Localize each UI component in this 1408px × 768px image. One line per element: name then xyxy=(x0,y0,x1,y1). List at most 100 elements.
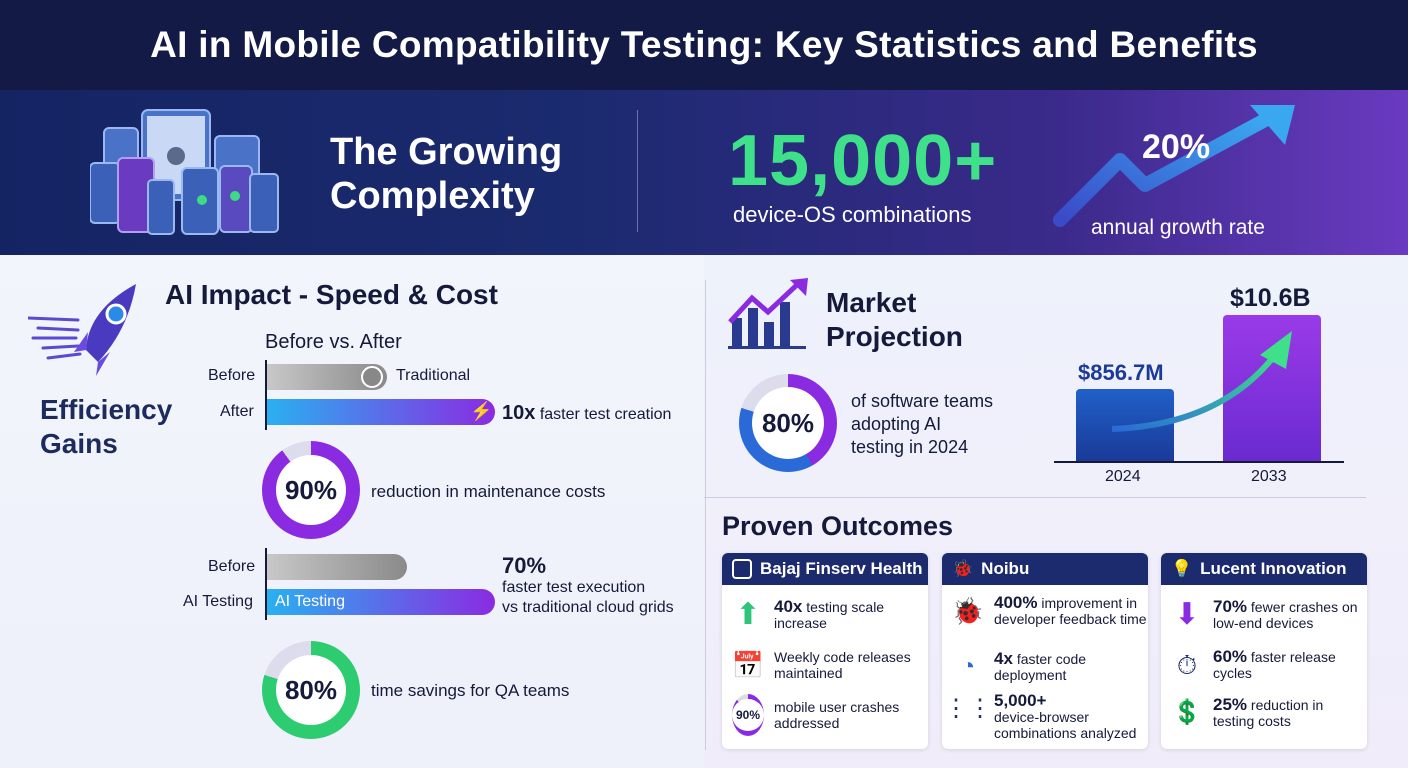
item-value: 4x xyxy=(994,649,1013,668)
growth-value: 20% xyxy=(1142,128,1211,166)
list-item: 90% mobile user crashes addressed xyxy=(732,694,928,736)
item-text: mobile user crashes addressed xyxy=(774,699,900,731)
bug-icon: 🐞 xyxy=(951,596,985,626)
bug-icon: 🐞 xyxy=(952,559,974,578)
item-text: fewer crashes on low-end devices xyxy=(1213,599,1358,631)
adoption-pct: 80% xyxy=(752,387,824,459)
clock-icon xyxy=(361,366,383,388)
card-bajaj-header: Bajaj Finserv Health xyxy=(722,553,928,585)
before-label: Before xyxy=(208,367,256,384)
efficiency-heading: AI Impact - Speed & Cost xyxy=(165,279,498,310)
card-noibu: 🐞 Noibu 🐞 400% improvement in developer fe… xyxy=(942,553,1148,749)
projection-arrow-icon xyxy=(1111,331,1292,432)
adoption-line3: testing in 2024 xyxy=(851,437,969,457)
speedometer-icon: ◔ xyxy=(960,653,976,680)
ring-pct: 90% xyxy=(732,699,764,731)
item-value: 60% xyxy=(1213,647,1248,666)
market-heading-1: Market xyxy=(826,287,917,318)
adoption-line1: of software teams xyxy=(851,391,994,411)
card-title: Noibu xyxy=(981,559,1030,578)
qa-ring: 80% xyxy=(262,641,360,739)
item-text: improvement in developer feedback time xyxy=(994,595,1147,627)
rocket-icon xyxy=(28,284,136,376)
card-lucent-header: 💡 Lucent Innovation xyxy=(1161,553,1367,585)
arrow-up-icon: ⬆ xyxy=(735,598,761,631)
list-item: ⋮⋮ 5,000+ device-browser combinations anal… xyxy=(944,692,1148,741)
item-value: 70% xyxy=(1213,597,1248,616)
bar-axis xyxy=(265,360,267,430)
combinations-label: device-OS combinations xyxy=(733,202,972,227)
qa-text: time savings for QA teams xyxy=(371,681,570,700)
card-lucent: 💡 Lucent Innovation ⬇ 70% fewer crashes on… xyxy=(1161,553,1367,749)
outcomes-heading: Proven Outcomes xyxy=(722,511,954,541)
arrow-down-icon: ⬇ xyxy=(1174,598,1200,631)
item-text: reduction in testing costs xyxy=(1213,697,1324,729)
adoption-text: of software teams adopting AI testing in… xyxy=(851,390,993,459)
market-divider xyxy=(704,497,1366,498)
qa-pct: 80% xyxy=(276,655,346,725)
exec-text-1: faster test execution xyxy=(502,579,646,596)
bajaj-logo-icon xyxy=(732,559,752,579)
exec-value: 70% xyxy=(502,553,547,578)
item-value: 25% xyxy=(1213,695,1248,714)
list-item: 💲 25% reduction in testing costs xyxy=(1171,695,1367,729)
growth-label: annual growth rate xyxy=(1091,216,1265,239)
exec-before-label: Before xyxy=(208,558,256,575)
list-item: ◔ 4x faster code deployment xyxy=(952,649,1148,683)
bar-2033-value: $10.6B xyxy=(1230,284,1311,312)
complexity-line-1: The Growing xyxy=(330,131,563,173)
before-bar-text: Traditional xyxy=(396,367,471,384)
speed-stat: 10x faster test creation xyxy=(502,402,671,425)
section-divider xyxy=(705,280,706,750)
chart-baseline xyxy=(1054,461,1344,463)
after-bar xyxy=(267,399,495,425)
item-text: faster code deployment xyxy=(994,651,1087,683)
card-noibu-header: 🐞 Noibu xyxy=(942,553,1148,585)
efficiency-label-line1: Efficiency xyxy=(40,394,173,425)
page-title: AI in Mobile Compatibility Testing: Key … xyxy=(150,24,1258,65)
money-hand-icon: 💲 xyxy=(1172,699,1202,726)
lightbulb-icon: 💡 xyxy=(1171,559,1193,578)
exec-ai-label: AI Testing xyxy=(183,593,253,610)
devices-illustration-icon xyxy=(90,109,279,235)
label-2033: 2033 xyxy=(1251,468,1287,485)
list-item: 📅 Weekly code releases maintained xyxy=(732,649,928,681)
complexity-line-2: Complexity xyxy=(330,175,535,217)
exec-ai-bar-text: AI Testing xyxy=(275,593,345,610)
chart-growth-icon xyxy=(728,278,808,349)
efficiency-label-line2: Gains xyxy=(40,428,118,459)
exec-axis xyxy=(265,548,267,620)
exec-before-bar xyxy=(267,554,407,580)
maintenance-pct: 90% xyxy=(276,455,346,525)
item-value: 400% xyxy=(994,593,1038,612)
after-label: After xyxy=(220,403,254,420)
list-item: ⏱ 60% faster release cycles xyxy=(1171,647,1367,681)
hero-banner: The Growing Complexity 15,000+ device-OS… xyxy=(0,90,1408,255)
stopwatch-icon: ⏱ xyxy=(1176,650,1198,680)
maintenance-text: reduction in maintenance costs xyxy=(371,482,606,501)
speed-value: 10x xyxy=(502,402,536,424)
exec-ai-bar xyxy=(267,589,495,615)
item-value: 40x xyxy=(774,597,803,616)
list-item: 🐞 400% improvement in developer feedback … xyxy=(951,593,1148,627)
bar-2024-value: $856.7M xyxy=(1078,360,1164,385)
list-item: ⬇ 70% fewer crashes on low-end devices xyxy=(1171,597,1367,631)
network-icon: ⋮⋮ xyxy=(944,695,992,722)
hero-divider xyxy=(637,110,638,232)
adoption-line2: adopting AI xyxy=(851,414,942,434)
lightning-icon: ⚡ xyxy=(470,401,493,421)
item-text: Weekly code releases maintained xyxy=(774,649,911,681)
market-heading-2: Projection xyxy=(826,321,963,352)
speed-text: faster test creation xyxy=(539,406,672,423)
label-2024: 2024 xyxy=(1105,468,1141,485)
percent-ring-icon: 90% xyxy=(732,694,764,736)
card-title: Bajaj Finserv Health xyxy=(760,559,923,578)
item-text: faster release cycles xyxy=(1213,649,1336,681)
card-title: Lucent Innovation xyxy=(1200,559,1347,578)
compare-title: Before vs. After xyxy=(265,331,402,353)
market-heading: Market Projection xyxy=(826,286,963,354)
efficiency-side-label: Efficiency Gains xyxy=(40,393,172,461)
list-item: ⬆ 40x testing scale increase xyxy=(732,597,928,631)
maintenance-ring: 90% xyxy=(262,441,360,539)
combinations-value: 15,000+ xyxy=(728,121,998,201)
